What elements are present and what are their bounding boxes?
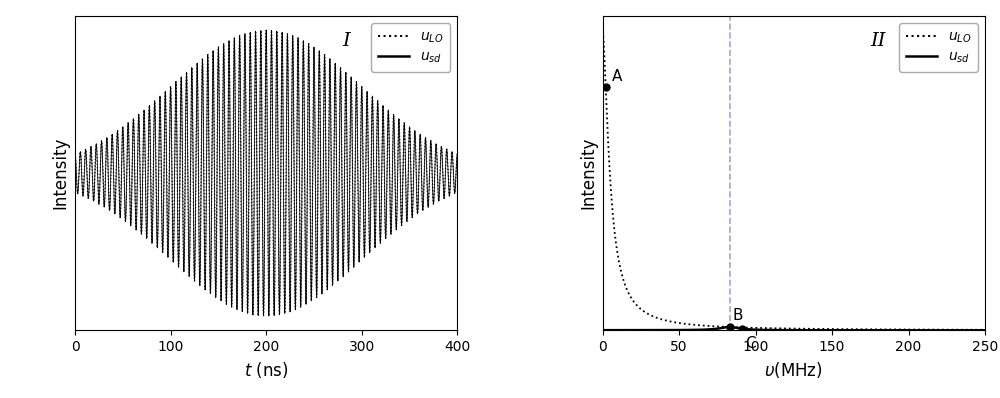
Text: C: C bbox=[745, 336, 755, 351]
Y-axis label: Intensity: Intensity bbox=[579, 137, 597, 209]
Legend: $u_{LO}$, $u_{sd}$: $u_{LO}$, $u_{sd}$ bbox=[899, 23, 978, 72]
Text: A: A bbox=[612, 69, 622, 84]
Text: II: II bbox=[870, 32, 886, 50]
Y-axis label: Intensity: Intensity bbox=[51, 137, 69, 209]
X-axis label: $t$ (ns): $t$ (ns) bbox=[244, 360, 288, 380]
X-axis label: $\upsilon$(MHz): $\upsilon$(MHz) bbox=[764, 360, 823, 380]
Text: B: B bbox=[733, 308, 743, 322]
Legend: $u_{LO}$, $u_{sd}$: $u_{LO}$, $u_{sd}$ bbox=[371, 23, 450, 72]
Text: I: I bbox=[343, 32, 350, 50]
